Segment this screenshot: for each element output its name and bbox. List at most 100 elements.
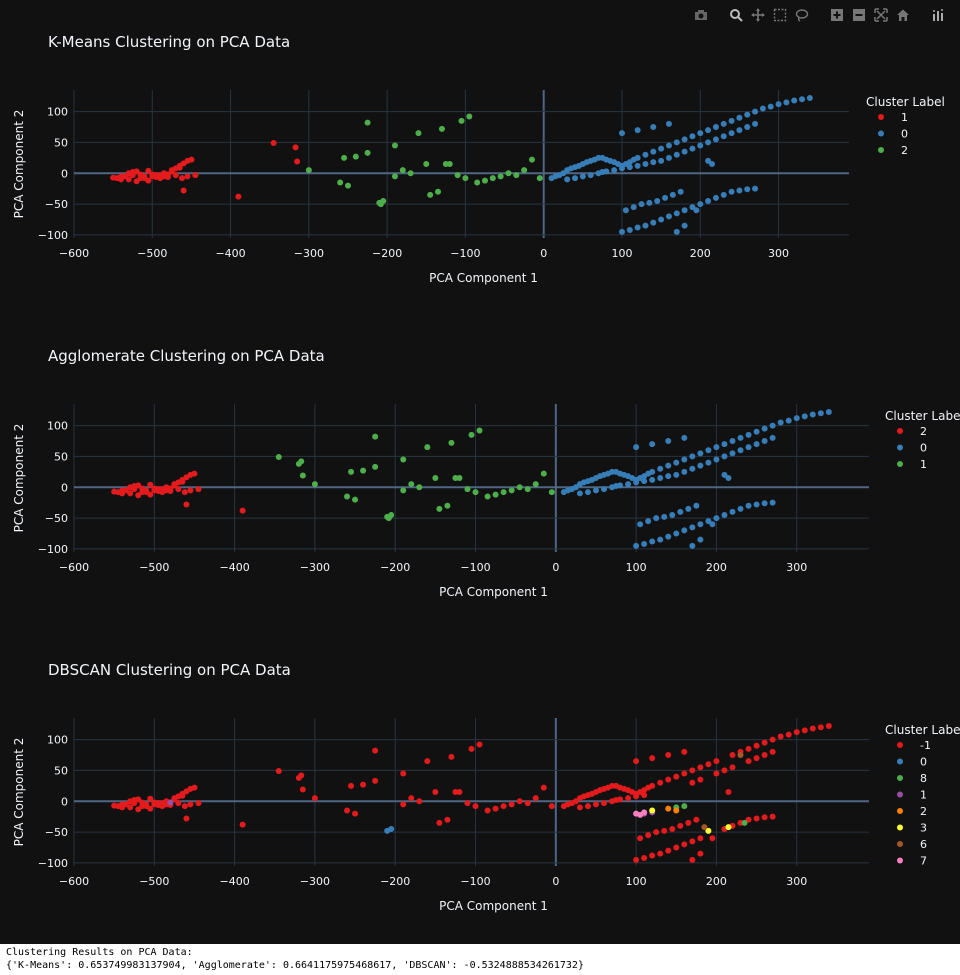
- data-point[interactable]: [637, 835, 644, 842]
- data-point[interactable]: [753, 501, 760, 508]
- data-point[interactable]: [360, 781, 367, 788]
- data-point[interactable]: [650, 159, 657, 166]
- data-point[interactable]: [584, 803, 591, 810]
- data-point[interactable]: [721, 453, 728, 460]
- data-point[interactable]: [456, 789, 463, 795]
- data-point[interactable]: [693, 502, 700, 509]
- data-point[interactable]: [657, 465, 664, 472]
- data-point[interactable]: [133, 178, 140, 185]
- data-point[interactable]: [444, 816, 451, 823]
- data-point[interactable]: [508, 487, 515, 494]
- data-point[interactable]: [472, 489, 479, 496]
- data-point[interactable]: [705, 827, 712, 834]
- data-point[interactable]: [673, 139, 680, 146]
- data-point[interactable]: [712, 194, 719, 201]
- data-point[interactable]: [761, 739, 768, 746]
- data-point[interactable]: [137, 171, 144, 178]
- data-point[interactable]: [135, 806, 142, 813]
- data-point[interactable]: [564, 176, 571, 183]
- data-point[interactable]: [295, 774, 302, 781]
- legend-item-label[interactable]: 0: [901, 128, 908, 141]
- data-point[interactable]: [385, 515, 392, 522]
- data-point[interactable]: [344, 493, 351, 500]
- data-point[interactable]: [399, 167, 406, 174]
- plotly-logo-icon[interactable]: [929, 6, 946, 23]
- data-point[interactable]: [141, 175, 148, 182]
- data-point[interactable]: [753, 428, 760, 435]
- data-point[interactable]: [697, 536, 704, 543]
- data-point[interactable]: [697, 764, 704, 771]
- data-point[interactable]: [344, 182, 351, 189]
- data-point[interactable]: [464, 486, 471, 493]
- data-point[interactable]: [626, 226, 633, 233]
- data-point[interactable]: [633, 479, 640, 486]
- data-point[interactable]: [697, 850, 704, 857]
- legend-item-label[interactable]: 2: [901, 144, 908, 157]
- data-point[interactable]: [658, 145, 665, 152]
- data-point[interactable]: [464, 800, 471, 807]
- legend-marker[interactable]: [897, 775, 903, 781]
- data-point[interactable]: [673, 807, 680, 814]
- data-point[interactable]: [630, 204, 637, 211]
- zoom-icon[interactable]: [727, 6, 744, 23]
- data-point[interactable]: [634, 162, 641, 169]
- data-point[interactable]: [372, 463, 379, 470]
- data-point[interactable]: [341, 154, 348, 161]
- data-point[interactable]: [665, 142, 672, 149]
- data-point[interactable]: [713, 515, 720, 522]
- data-point[interactable]: [728, 188, 735, 195]
- data-point[interactable]: [709, 521, 716, 528]
- data-point[interactable]: [783, 99, 790, 106]
- data-point[interactable]: [117, 173, 124, 180]
- data-point[interactable]: [642, 161, 649, 167]
- data-point[interactable]: [745, 502, 752, 509]
- box-select-icon[interactable]: [771, 6, 788, 23]
- data-point[interactable]: [584, 489, 591, 496]
- data-point[interactable]: [592, 801, 599, 808]
- data-point[interactable]: [492, 805, 499, 812]
- data-point[interactable]: [721, 441, 728, 448]
- data-point[interactable]: [576, 490, 583, 497]
- data-point[interactable]: [579, 173, 586, 180]
- data-point[interactable]: [147, 795, 154, 802]
- lasso-icon[interactable]: [793, 6, 810, 23]
- data-point[interactable]: [187, 801, 194, 808]
- data-point[interactable]: [633, 758, 640, 765]
- data-point[interactable]: [658, 157, 665, 164]
- data-point[interactable]: [744, 186, 751, 193]
- data-point[interactable]: [294, 158, 301, 165]
- data-point[interactable]: [337, 179, 344, 186]
- data-point[interactable]: [505, 170, 512, 177]
- data-point[interactable]: [372, 747, 379, 754]
- data-point[interactable]: [658, 216, 665, 223]
- data-point[interactable]: [416, 798, 423, 805]
- data-point[interactable]: [195, 800, 202, 807]
- data-point[interactable]: [448, 439, 455, 446]
- data-point[interactable]: [175, 486, 182, 493]
- data-point[interactable]: [484, 807, 491, 814]
- data-point[interactable]: [712, 136, 719, 143]
- data-point[interactable]: [729, 752, 736, 758]
- legend-marker[interactable]: [878, 130, 884, 137]
- data-point[interactable]: [400, 487, 407, 494]
- data-point[interactable]: [705, 139, 712, 146]
- data-point[interactable]: [649, 782, 656, 789]
- data-point[interactable]: [391, 173, 398, 180]
- data-point[interactable]: [195, 486, 202, 493]
- data-point[interactable]: [681, 207, 688, 214]
- data-point[interactable]: [745, 745, 752, 752]
- data-point[interactable]: [681, 841, 688, 848]
- data-point[interactable]: [135, 492, 142, 499]
- data-point[interactable]: [753, 742, 760, 749]
- data-point[interactable]: [649, 441, 656, 448]
- data-point[interactable]: [713, 758, 720, 765]
- autoscale-icon[interactable]: [872, 6, 889, 23]
- data-point[interactable]: [432, 789, 439, 795]
- data-point[interactable]: [275, 454, 282, 461]
- data-point[interactable]: [665, 776, 672, 783]
- data-point[interactable]: [572, 175, 579, 182]
- data-point[interactable]: [179, 792, 186, 799]
- data-point[interactable]: [299, 786, 306, 793]
- legend-marker[interactable]: [878, 147, 884, 153]
- zoom-in-icon[interactable]: [828, 6, 845, 23]
